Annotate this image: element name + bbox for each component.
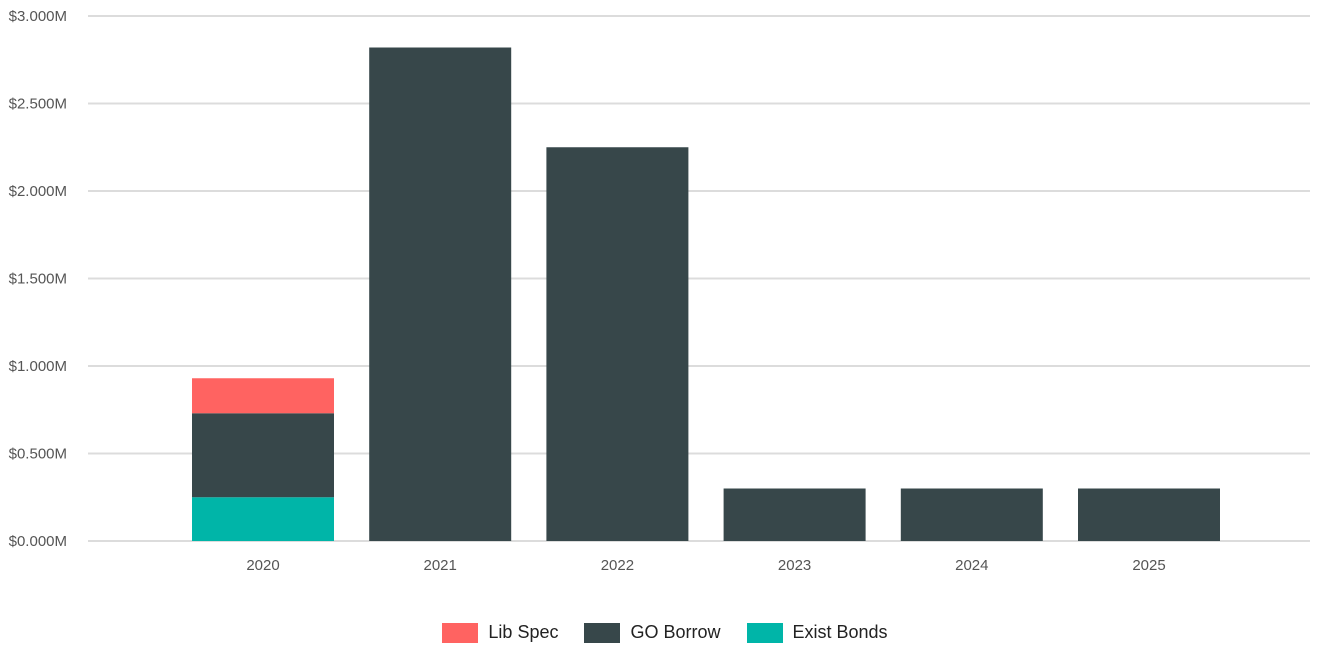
legend-item-exist-bonds: Exist Bonds [746, 622, 888, 643]
bar-2020-exist-bonds [192, 497, 334, 541]
x-axis-ticks: 2020 2021 2022 2023 2024 2025 [246, 557, 1165, 574]
legend-label-go-borrow: GO Borrow [630, 622, 721, 642]
y-axis-ticks: $0.000M $0.500M $1.000M $1.500M $2.000M $2.50… [9, 8, 67, 550]
y-tick-label-0-000m: $0.000M [9, 533, 67, 550]
x-tick-label-2024: 2024 [955, 557, 988, 574]
y-tick-label-1-500m: $1.500M [9, 271, 67, 288]
x-tick-label-2023: 2023 [778, 557, 811, 574]
bar-2023-go-borrow [723, 488, 866, 541]
x-tick-label-2025: 2025 [1132, 557, 1165, 574]
x-tick-label-2022: 2022 [601, 557, 634, 574]
legend-swatch-lib-spec [442, 622, 479, 643]
legend-item-lib-spec: Lib Spec [442, 622, 558, 643]
bar-2020-go-borrow [192, 413, 334, 498]
y-tick-label-3-000m: $3.000M [9, 8, 67, 25]
bar-2021-go-borrow [369, 47, 512, 541]
x-tick-label-2020: 2020 [246, 557, 279, 574]
legend-label-lib-spec: Lib Spec [488, 622, 559, 642]
bar-2025-go-borrow [1078, 488, 1220, 541]
bars [192, 47, 1220, 541]
bar-2020-lib-spec [192, 378, 334, 414]
bar-2024-go-borrow [900, 488, 1043, 541]
legend-item-go-borrow: GO Borrow [584, 622, 721, 643]
y-tick-label-1-000m: $1.000M [9, 358, 67, 375]
x-tick-label-2021: 2021 [424, 557, 457, 574]
y-tick-label-0-500m: $0.500M [9, 446, 67, 463]
legend-swatch-go-borrow [584, 622, 621, 643]
bar-2022-go-borrow [546, 147, 689, 541]
y-tick-label-2-000m: $2.000M [9, 183, 67, 200]
legend: Lib Spec GO Borrow Exist Bonds [0, 622, 1330, 643]
y-tick-label-2-500m: $2.500M [9, 96, 67, 113]
legend-label-exist-bonds: Exist Bonds [792, 622, 888, 642]
legend-swatch-exist-bonds [746, 622, 783, 643]
bar-chart: $0.000M $0.500M $1.000M $1.500M $2.000M $2.50… [9, 8, 1310, 574]
